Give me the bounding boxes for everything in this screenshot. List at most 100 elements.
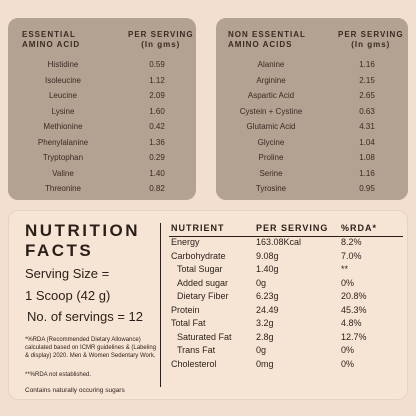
non-essential-rows: Alanine 1.16 Arginine 2.15 Aspartic Acid 2.65…	[216, 58, 408, 198]
nutrient-value: 24.49	[256, 304, 279, 315]
essential-rows: Histidine 0.59 Isoleucine 1.12 Leucine 2.09 Ly…	[8, 58, 196, 198]
amino-value: 1.36	[149, 137, 165, 147]
nutrient-name: Carbohydrate	[171, 250, 226, 261]
essential-header-line2: AMINO ACID	[22, 40, 81, 49]
amino-value: 0.82	[149, 184, 165, 193]
amino-row: Serine 1.16	[216, 167, 408, 183]
nutrient-name: Saturated Fat	[177, 331, 232, 342]
amino-value: 0.29	[149, 153, 165, 162]
nutrient-row: Energy 163.08Kcal 8.2%	[9, 237, 407, 251]
nutrient-value: 0g	[256, 345, 267, 355]
non-essential-per-serving-line2: (In gms)	[351, 40, 391, 49]
amino-row: Phenylalanine 1.36	[8, 136, 196, 152]
amino-name: Proline	[258, 153, 284, 162]
amino-name: Lysine	[51, 106, 75, 116]
servings-count: No. of servings = 12	[27, 309, 143, 324]
amino-name: Methionine	[43, 122, 83, 131]
amino-name: Glycine	[257, 137, 285, 147]
amino-name: Histidine	[47, 60, 79, 69]
nutrient-value: 0g	[256, 277, 267, 288]
essential-per-serving-header: PER SERVING (In gms)	[128, 30, 194, 50]
amino-row: Isoleucine 1.12	[8, 74, 196, 90]
nutrient-column-header: NUTRIENT	[171, 223, 225, 233]
amino-row: Methionine 0.42	[8, 120, 196, 136]
rda-column-header: %RDA*	[341, 223, 378, 233]
nutrient-name: Protein	[171, 304, 200, 315]
divider-line	[160, 223, 161, 387]
nutrient-row: Carbohydrate 9.08g 7.0%	[9, 251, 407, 265]
nutrient-name: Energy	[171, 237, 200, 247]
amino-row: Alanine 1.16	[216, 58, 408, 74]
essential-header-line1: ESSENTIAL	[22, 30, 76, 39]
nutrient-value: 3.2g	[256, 318, 274, 328]
amino-name: Tryptophan	[42, 153, 84, 162]
amino-value: 2.65	[359, 91, 375, 100]
non-essential-header-line2: AMINO ACIDS	[228, 40, 293, 49]
amino-row: Threonine 0.82	[8, 182, 196, 198]
nutrient-value: 0mg	[256, 358, 274, 369]
amino-value: 0.95	[359, 184, 375, 193]
amino-row: Tyrosine 0.95	[216, 182, 408, 198]
nutrient-row: Trans Fat 0g 0%	[9, 345, 407, 359]
amino-name: Valine	[52, 168, 74, 178]
amino-row: Aspartic Acid 2.65	[216, 89, 408, 105]
nutrient-rda: 20.8%	[341, 291, 367, 301]
essential-per-serving-line1: PER SERVING	[128, 30, 194, 39]
title-line2: FACTS	[25, 241, 94, 260]
amino-row: Valine 1.40	[8, 167, 196, 183]
amino-row: Cystein + Cystine 0.63	[216, 105, 408, 121]
sugar-note: Contains naturally occuring sugars	[25, 387, 125, 394]
nutrient-name: Trans Fat	[177, 345, 216, 355]
non-essential-header-line1: NON ESSENTIAL	[228, 30, 306, 39]
amino-value: 0.59	[149, 60, 165, 69]
nutrient-row: Dietary Fiber 6.23g 20.8%	[9, 291, 407, 305]
nutrient-name: Cholesterol	[171, 358, 217, 369]
amino-name: Leucine	[48, 91, 78, 100]
amino-value: 1.60	[149, 106, 165, 116]
amino-name: Arginine	[256, 75, 286, 85]
nutrient-name: Dietary Fiber	[177, 291, 229, 301]
essential-per-serving-line2: (In gms)	[141, 40, 181, 49]
serving-size-label: Serving Size =	[25, 266, 110, 281]
nutrition-facts-panel: NUTRITION FACTS Serving Size = 1 Scoop (…	[8, 210, 408, 400]
nutrient-rda: 12.7%	[341, 331, 367, 342]
nutrient-row: Saturated Fat 2.8g 12.7%	[9, 332, 407, 346]
per-serving-column-header: PER SERVING	[256, 223, 329, 233]
serving-scoop-value: 1 Scoop (42 g)	[25, 288, 111, 303]
nutrient-row: Total Sugar 1.40g **	[9, 264, 407, 278]
amino-name: Alanine	[257, 60, 285, 69]
nutrition-facts-title: NUTRITION FACTS	[25, 221, 140, 261]
amino-row: Histidine 0.59	[8, 58, 196, 74]
nutrient-name: Added sugar	[177, 277, 229, 288]
amino-value: 1.04	[359, 137, 375, 147]
nutrient-value: 9.08g	[256, 250, 279, 261]
amino-name: Aspartic Acid	[247, 91, 295, 100]
nutrient-row: Cholesterol 0mg 0%	[9, 359, 407, 373]
rda-footnote: *%RDA (Recommended Dietary Allowance) ca…	[25, 337, 157, 359]
amino-value: 1.16	[359, 60, 375, 69]
amino-value: 0.63	[359, 106, 375, 116]
nutrient-value: 6.23g	[256, 291, 279, 301]
nutrient-name: Total Sugar	[177, 264, 223, 274]
nutrient-rda: 4.8%	[341, 318, 362, 328]
nutrient-value: 163.08Kcal	[256, 237, 302, 247]
amino-value: 0.42	[149, 122, 165, 131]
nutrient-rda: 45.3%	[341, 304, 367, 315]
essential-amino-acid-panel: ESSENTIAL AMINO ACID PER SERVING (In gms…	[8, 18, 196, 200]
nutrient-rda: 0%	[341, 277, 355, 288]
nutrient-rda: **	[341, 264, 349, 274]
amino-value: 1.08	[359, 153, 375, 162]
nutrient-name: Total Fat	[171, 318, 206, 328]
nutrient-rows: Energy 163.08Kcal 8.2% Carbohydrate 9.08g 7.0…	[9, 237, 407, 372]
amino-name: Tyrosine	[255, 184, 287, 193]
nutrient-rda: 7.0%	[341, 250, 362, 261]
amino-value: 2.15	[359, 75, 375, 85]
amino-row: Glutamic Acid 4.31	[216, 120, 408, 136]
non-essential-per-serving-line1: PER SERVING	[338, 30, 404, 39]
non-essential-per-serving-header: PER SERVING (In gms)	[338, 30, 404, 50]
nutrient-row: Total Fat 3.2g 4.8%	[9, 318, 407, 332]
non-essential-header-label: NON ESSENTIAL AMINO ACIDS	[228, 30, 306, 50]
non-essential-amino-acid-panel: NON ESSENTIAL AMINO ACIDS PER SERVING (I…	[216, 18, 408, 200]
essential-header-label: ESSENTIAL AMINO ACID	[22, 30, 80, 50]
amino-name: Serine	[259, 168, 283, 178]
